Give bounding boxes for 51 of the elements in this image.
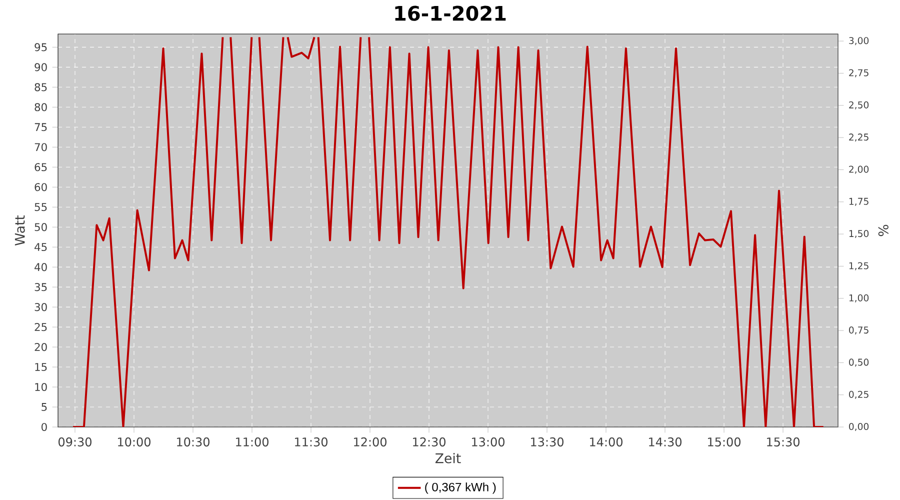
y2-axis-title: % xyxy=(878,224,888,236)
y-tick-label: 40 xyxy=(34,263,47,272)
x-tick-label: 10:00 xyxy=(118,437,150,446)
x-tick-label: 13:30 xyxy=(531,437,564,446)
x-tick-label: 10:30 xyxy=(177,437,210,446)
y2-tick-label: 2,00 xyxy=(849,166,869,174)
y-tick-label: 15 xyxy=(35,363,47,371)
y2-tick-label: 0,50 xyxy=(849,358,869,367)
y2-tick-label: 2,25 xyxy=(849,134,868,142)
y2-tick-label: 2,50 xyxy=(849,101,869,110)
x-tick-label: 11:30 xyxy=(295,437,328,446)
y-tick-label: 25 xyxy=(34,323,47,332)
y-tick-label: 70 xyxy=(34,143,47,152)
y2-tick-label: 0,00 xyxy=(849,423,869,432)
y-tick-label: 95 xyxy=(34,43,47,52)
chart-title: 16-1-2021 xyxy=(395,6,506,21)
y-tick-label: 10 xyxy=(35,382,47,392)
y-tick-label: 85 xyxy=(34,83,47,92)
y-tick-label: 30 xyxy=(34,303,47,312)
x-tick-label: 11:00 xyxy=(236,437,268,446)
x-tick-label: 15:00 xyxy=(708,437,741,446)
y-axis-title: Watt xyxy=(14,215,25,246)
y-tick-label: 60 xyxy=(34,183,47,192)
x-tick-label: 12:30 xyxy=(413,437,446,446)
y2-tick-label: 1,50 xyxy=(849,230,869,238)
x-tick-label: 13:00 xyxy=(472,437,504,446)
x-tick-label: 15:30 xyxy=(767,437,800,446)
y2-tick-label: 2,75 xyxy=(849,69,868,78)
x-tick-label: 12:00 xyxy=(354,437,386,446)
y-tick-label: 35 xyxy=(34,283,47,292)
y-tick-label: 80 xyxy=(34,103,47,112)
y2-tick-label: 1,00 xyxy=(849,294,869,302)
y-tick-label: 5 xyxy=(42,403,47,411)
y2-tick-label: 1,25 xyxy=(849,262,868,270)
y-tick-label: 0 xyxy=(42,422,47,432)
y-tick-label: 50 xyxy=(34,223,47,232)
y-tick-label: 65 xyxy=(34,163,47,172)
x-axis-title: Zeit xyxy=(435,452,461,464)
y2-tick-label: 3,00 xyxy=(849,37,869,46)
y-tick-label: 75 xyxy=(34,123,47,132)
x-tick-label: 14:30 xyxy=(649,437,682,446)
y-tick-label: 20 xyxy=(34,342,47,352)
y-tick-label: 90 xyxy=(34,63,47,72)
x-tick-label: 14:00 xyxy=(590,437,622,446)
y-tick-label: 55 xyxy=(34,203,47,212)
y2-tick-label: 1,75 xyxy=(849,198,868,206)
legend-label: ( 0,367 kWh ) xyxy=(425,482,496,494)
x-tick-label: 09:30 xyxy=(58,437,92,446)
y-tick-label: 45 xyxy=(34,243,47,252)
y2-tick-label: 0,75 xyxy=(849,326,868,335)
y2-tick-label: 0,25 xyxy=(849,390,868,399)
